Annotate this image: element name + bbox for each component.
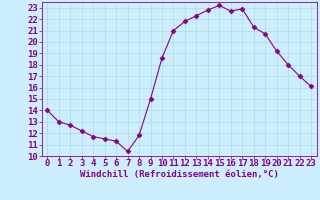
X-axis label: Windchill (Refroidissement éolien,°C): Windchill (Refroidissement éolien,°C): [80, 170, 279, 179]
